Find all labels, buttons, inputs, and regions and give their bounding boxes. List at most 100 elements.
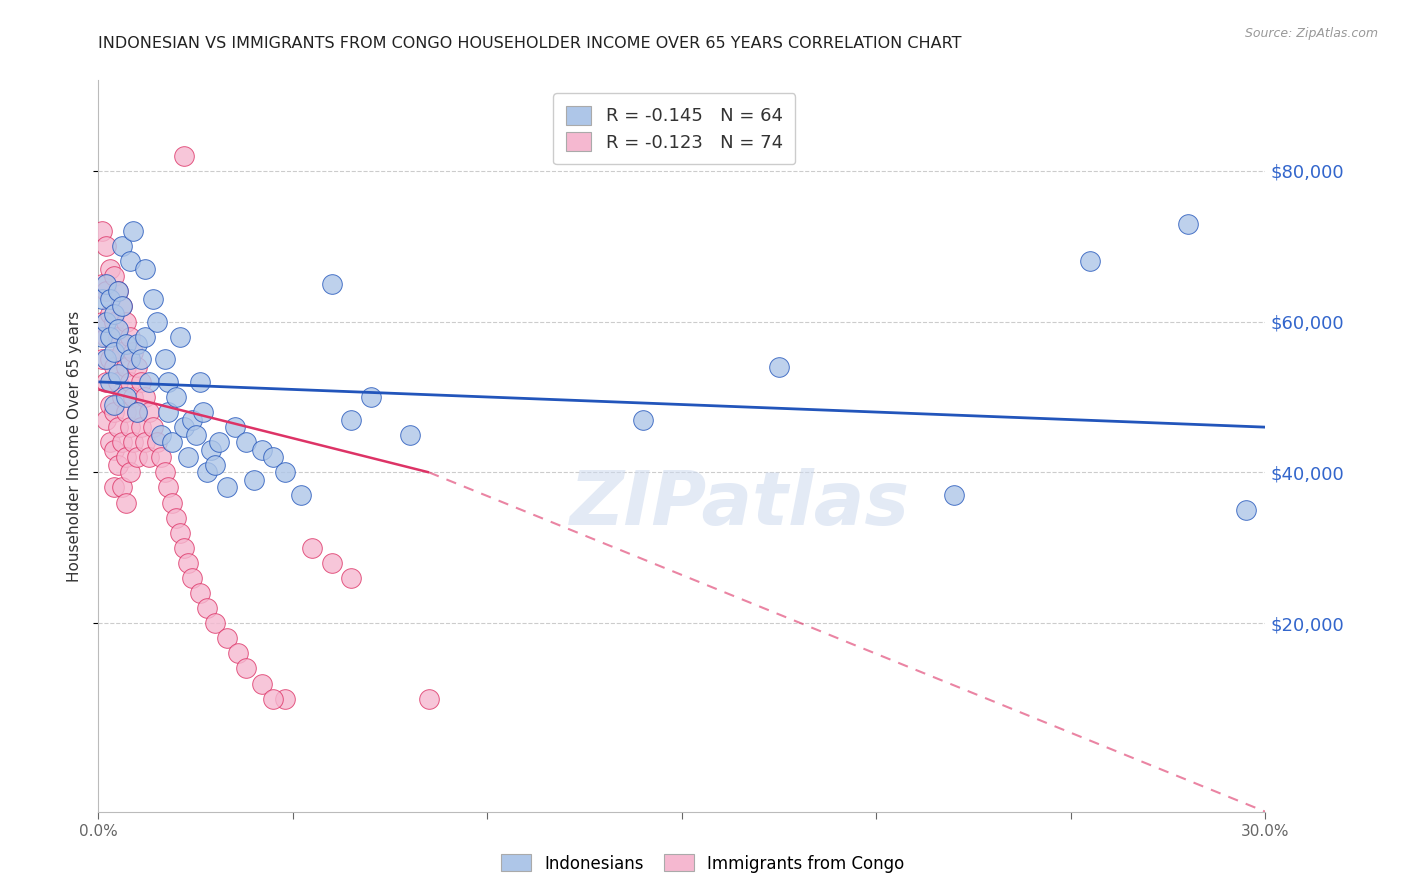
Point [107, 285, 129, 299]
Point [103, 359, 125, 374]
Point [103, 315, 125, 329]
Point [118, 375, 141, 389]
Point [204, 616, 226, 631]
Point [118, 352, 141, 367]
Text: INDONESIAN VS IMMIGRANTS FROM CONGO HOUSEHOLDER INCOME OVER 65 YEARS CORRELATION: INDONESIAN VS IMMIGRANTS FROM CONGO HOUS… [98, 36, 962, 51]
Point [107, 368, 129, 382]
Point [114, 359, 136, 374]
Point [138, 405, 160, 419]
Point [195, 601, 218, 615]
Text: Source: ZipAtlas.com: Source: ZipAtlas.com [1244, 27, 1378, 40]
Point [91, 292, 114, 306]
Point [118, 466, 141, 480]
Point [111, 300, 134, 314]
Point [103, 480, 125, 494]
Point [146, 435, 169, 450]
Point [162, 435, 184, 450]
Point [98, 307, 121, 321]
Point [98, 398, 121, 412]
Point [127, 337, 149, 351]
Point [98, 375, 121, 389]
Point [1080, 254, 1102, 268]
Point [134, 390, 156, 404]
Point [768, 359, 790, 374]
Point [165, 510, 187, 524]
Point [122, 224, 145, 238]
Point [631, 412, 654, 426]
Point [157, 405, 180, 419]
Point [180, 571, 202, 585]
Point [127, 450, 149, 465]
Point [103, 405, 125, 419]
Point [195, 466, 218, 480]
Y-axis label: Householder Income Over 65 years: Householder Income Over 65 years [67, 310, 83, 582]
Point [114, 337, 136, 351]
Point [418, 691, 440, 706]
Point [321, 556, 343, 570]
Point [193, 405, 215, 419]
Point [235, 661, 257, 675]
Point [103, 269, 125, 284]
Point [127, 405, 149, 419]
Point [96, 239, 118, 253]
Point [129, 352, 152, 367]
Point [235, 435, 257, 450]
Point [301, 541, 323, 555]
Point [340, 571, 363, 585]
Point [111, 390, 134, 404]
Legend: R = -0.145   N = 64, R = -0.123   N = 74: R = -0.145 N = 64, R = -0.123 N = 74 [554, 93, 796, 164]
Point [114, 450, 136, 465]
Point [134, 435, 156, 450]
Point [184, 427, 207, 442]
Point [142, 420, 165, 434]
Point [91, 315, 114, 329]
Point [127, 405, 149, 419]
Point [114, 405, 136, 419]
Point [321, 277, 343, 291]
Point [274, 691, 297, 706]
Point [91, 224, 114, 238]
Point [129, 420, 152, 434]
Point [111, 300, 134, 314]
Point [98, 292, 121, 306]
Point [243, 473, 266, 487]
Point [142, 292, 165, 306]
Point [98, 261, 121, 276]
Point [96, 277, 118, 291]
Point [107, 458, 129, 472]
Point [134, 329, 156, 343]
Point [262, 691, 284, 706]
Point [129, 375, 152, 389]
Point [188, 375, 211, 389]
Point [96, 375, 118, 389]
Point [96, 352, 118, 367]
Point [98, 352, 121, 367]
Point [114, 315, 136, 329]
Point [177, 450, 200, 465]
Point [162, 495, 184, 509]
Point [274, 466, 297, 480]
Point [111, 435, 134, 450]
Point [360, 390, 382, 404]
Point [127, 359, 149, 374]
Point [398, 427, 420, 442]
Point [250, 442, 273, 457]
Point [96, 329, 118, 343]
Point [134, 261, 156, 276]
Point [118, 254, 141, 268]
Point [173, 420, 195, 434]
Point [91, 277, 114, 291]
Point [103, 344, 125, 359]
Point [149, 427, 172, 442]
Point [208, 435, 231, 450]
Point [138, 375, 160, 389]
Point [200, 442, 222, 457]
Point [107, 375, 129, 389]
Legend: Indonesians, Immigrants from Congo: Indonesians, Immigrants from Congo [495, 847, 911, 880]
Text: ZIPatlas: ZIPatlas [571, 468, 910, 541]
Point [118, 420, 141, 434]
Point [228, 646, 250, 660]
Point [118, 329, 141, 343]
Point [165, 390, 187, 404]
Point [290, 488, 312, 502]
